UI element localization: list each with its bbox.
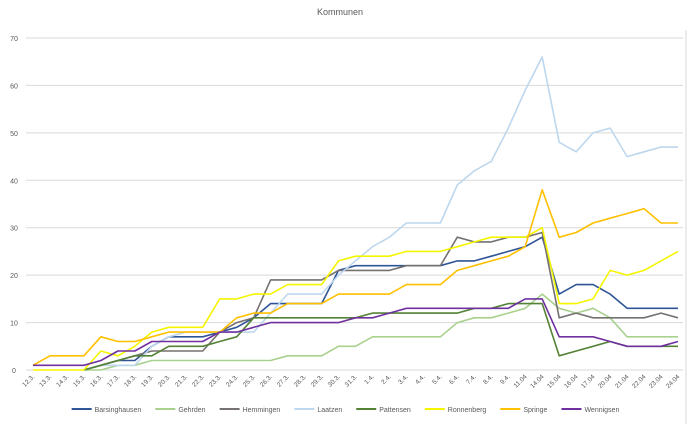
legend-label: Barsinghausen <box>95 407 142 414</box>
x-tick-label: 7.4. <box>465 373 478 386</box>
x-tick-label: 29.3. <box>310 373 325 388</box>
gridlines <box>26 37 683 371</box>
x-axis-ticks: 12.3. 13.3. 14.3. 15.3. 16.3. 17.3. 18.3. 19.3.… <box>21 373 681 390</box>
x-tick-label: 24.3. <box>225 373 240 388</box>
legend-item-ronnenberg[interactable]: Ronnenberg <box>424 407 487 414</box>
series-line-hemmingen <box>83 231 679 371</box>
series-line-gehrden <box>83 293 678 371</box>
x-tick-label: 16.3. <box>89 373 104 388</box>
y-tick-label: 10 <box>10 321 18 328</box>
legend-item-laatzen[interactable]: Laatzen <box>294 407 342 414</box>
x-tick-label: 1.4. <box>363 373 376 386</box>
x-tick-label: 28.3. <box>293 373 308 388</box>
x-tick-label: 14.3. <box>55 373 70 388</box>
legend-label: Hemmingen <box>243 407 281 414</box>
x-tick-label: 19.3. <box>140 373 155 388</box>
series-line-pattensen <box>83 302 678 371</box>
legend-item-pattensen[interactable]: Pattensen <box>356 407 411 414</box>
legend-item-wennigsen[interactable]: Wennigsen <box>561 407 619 414</box>
x-tick-label: 8.4. <box>482 373 495 386</box>
x-tick-label: 6.4. <box>448 373 461 386</box>
x-tick-label: 22.3. <box>191 373 206 388</box>
series-line-ronnenberg <box>33 226 679 371</box>
x-tick-label: 15.3. <box>72 373 87 388</box>
x-tick-label: 2.4. <box>380 373 393 386</box>
x-tick-label: 24.04 <box>665 373 682 390</box>
x-tick-label: 23.3. <box>208 373 223 388</box>
legend-item-hemmingen[interactable]: Hemmingen <box>219 407 281 414</box>
y-axis-ticks: 0 10 20 30 40 50 60 70 <box>10 36 18 375</box>
x-tick-label: 5.4. <box>431 373 444 386</box>
legend: Barsinghausen Gehrden Hemmingen Laatzen Patt… <box>71 407 619 414</box>
x-tick-label: 3.4. <box>397 373 410 386</box>
series-line-springe <box>32 189 678 366</box>
y-tick-label: 70 <box>10 36 18 43</box>
x-tick-label: 25.3. <box>242 373 257 388</box>
legend-label: Laatzen <box>317 407 342 414</box>
legend-item-barsinghausen[interactable]: Barsinghausen <box>71 407 142 414</box>
y-tick-label: 0 <box>12 368 16 375</box>
x-tick-label: 12.3. <box>21 373 36 388</box>
x-tick-label: 18.3. <box>123 373 138 388</box>
x-tick-label: 20.04 <box>597 373 614 390</box>
y-tick-label: 40 <box>10 178 18 185</box>
x-tick-label: 23.04 <box>648 373 665 390</box>
chart-title: Kommunen <box>317 7 363 17</box>
legend-label: Ronnenberg <box>448 407 487 414</box>
y-tick-label: 60 <box>10 83 18 90</box>
x-tick-label: 4.4. <box>414 373 427 386</box>
x-tick-label: 15.04 <box>546 373 563 390</box>
x-tick-label: 31.3. <box>344 373 359 388</box>
legend-item-gehrden[interactable]: Gehrden <box>155 407 206 414</box>
x-tick-label: 17.04 <box>580 373 597 390</box>
legend-label: Springe <box>523 407 547 414</box>
x-tick-label: 16.04 <box>563 373 580 390</box>
y-tick-label: 30 <box>10 226 18 233</box>
legend-item-springe[interactable]: Springe <box>500 407 548 414</box>
x-tick-label: 11.04 <box>513 373 529 389</box>
series-lines <box>32 56 679 371</box>
legend-label: Gehrden <box>178 407 205 414</box>
x-tick-label: 14.04 <box>529 373 546 390</box>
series-line-wennigsen <box>33 298 679 367</box>
legend-label: Wennigsen <box>584 407 619 414</box>
x-tick-label: 27.3. <box>276 373 291 388</box>
legend-label: Pattensen <box>379 407 411 414</box>
x-tick-label: 17.3. <box>106 373 121 388</box>
x-tick-label: 26.3. <box>259 373 274 388</box>
y-tick-label: 20 <box>10 273 18 280</box>
x-tick-label: 30.3. <box>327 373 342 388</box>
x-tick-label: 20.3. <box>157 373 172 388</box>
x-tick-label: 21.3. <box>174 373 189 388</box>
series-line-barsinghausen <box>83 236 678 371</box>
x-tick-label: 9.4. <box>499 373 512 386</box>
x-tick-label: 13.3. <box>38 373 53 388</box>
y-tick-label: 50 <box>10 131 18 138</box>
x-tick-label: 22.04 <box>631 373 648 390</box>
x-tick-label: 21.04 <box>614 373 631 390</box>
